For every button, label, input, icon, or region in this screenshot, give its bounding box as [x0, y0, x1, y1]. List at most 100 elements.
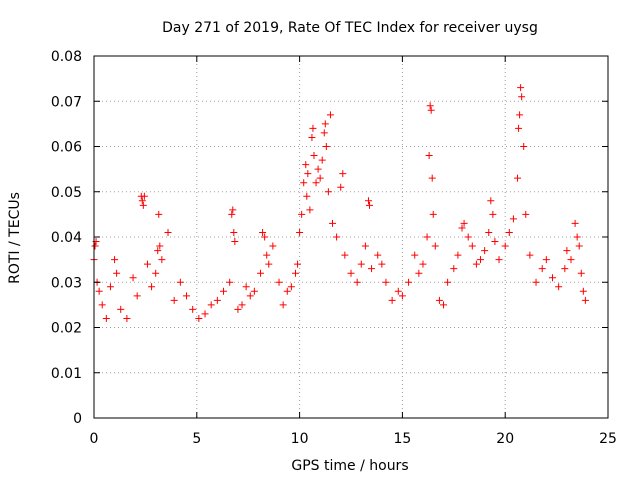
data-point: [228, 210, 236, 218]
data-point: [111, 256, 119, 264]
data-point: [341, 251, 349, 259]
axis-ticks: [93, 55, 609, 419]
data-point: [324, 188, 332, 196]
data-point: [368, 265, 376, 273]
data-point: [425, 152, 433, 160]
data-point: [509, 215, 517, 223]
data-point: [123, 314, 131, 322]
data-point: [326, 111, 334, 119]
data-point: [333, 233, 341, 241]
data-point: [347, 269, 355, 277]
x-tick-label: 0: [90, 431, 99, 447]
data-point: [195, 314, 203, 322]
data-point: [183, 292, 191, 300]
data-point: [444, 278, 452, 286]
data-point: [487, 197, 495, 205]
data-point: [170, 296, 178, 304]
data-point: [398, 292, 406, 300]
data-point: [91, 242, 99, 250]
data-point: [388, 296, 396, 304]
data-point: [207, 301, 215, 309]
data-point: [489, 210, 497, 218]
data-point: [542, 256, 550, 264]
data-point: [231, 238, 239, 246]
data-point: [95, 287, 103, 295]
data-point: [310, 152, 318, 160]
data-point: [98, 301, 106, 309]
data-point: [158, 256, 166, 264]
data-point: [491, 238, 499, 246]
data-point: [156, 242, 164, 250]
y-tick-label: 0.05: [51, 185, 82, 201]
x-axis-label: GPS time / hours: [291, 458, 408, 474]
data-point: [415, 269, 423, 277]
x-tick-label: 15: [393, 431, 411, 447]
y-tick-label: 0.03: [51, 275, 82, 291]
data-point: [571, 219, 579, 227]
data-point: [366, 201, 374, 209]
data-point: [353, 278, 361, 286]
data-point: [538, 265, 546, 273]
data-point: [246, 292, 254, 300]
data-point: [102, 314, 110, 322]
data-point: [339, 170, 347, 178]
data-point: [573, 233, 581, 241]
data-point: [382, 278, 390, 286]
data-point: [321, 120, 329, 128]
data-point: [567, 256, 575, 264]
data-point: [322, 143, 330, 150]
data-point: [259, 228, 267, 236]
grid-lines: [94, 56, 608, 418]
data-point: [563, 247, 571, 255]
data-point: [176, 278, 184, 286]
data-point: [495, 256, 503, 264]
data-point: [154, 247, 162, 255]
data-point: [312, 179, 320, 187]
data-point: [106, 283, 114, 291]
data-point: [306, 206, 314, 214]
data-point: [405, 278, 413, 286]
data-point: [275, 278, 283, 286]
data-point: [189, 305, 197, 313]
data-point: [226, 278, 234, 286]
data-point: [148, 283, 156, 291]
data-point: [316, 174, 324, 182]
data-point: [303, 192, 311, 200]
data-point: [460, 219, 468, 227]
y-tick-label: 0.01: [51, 366, 82, 382]
data-point: [113, 269, 121, 277]
data-point: [229, 206, 237, 214]
data-point: [164, 228, 172, 236]
data-point: [458, 224, 466, 232]
data-point: [431, 242, 439, 250]
data-point: [468, 242, 476, 250]
x-tick-label: 25: [599, 431, 617, 447]
data-point: [423, 233, 431, 241]
data-point: [561, 265, 569, 273]
data-point: [440, 301, 448, 309]
x-tick-label: 5: [192, 431, 201, 447]
data-point: [374, 251, 382, 259]
data-point: [517, 84, 525, 92]
data-point: [238, 301, 246, 309]
data-point: [526, 251, 534, 259]
data-point: [283, 287, 291, 295]
data-point: [548, 274, 556, 282]
data-point: [308, 133, 316, 141]
data-point: [296, 228, 304, 236]
data-point: [234, 305, 242, 313]
data-point: [472, 260, 480, 268]
y-axis-label: ROTI / TECUs: [7, 192, 23, 284]
data-point: [435, 296, 443, 304]
data-point: [117, 305, 125, 313]
data-point: [129, 274, 137, 282]
data-point: [429, 210, 437, 218]
y-tick-label: 0.06: [51, 140, 82, 156]
y-tick-label: 0.08: [51, 49, 82, 65]
data-point: [287, 283, 295, 291]
data-point: [314, 165, 322, 173]
data-point: [300, 179, 308, 187]
data-point: [201, 310, 209, 318]
